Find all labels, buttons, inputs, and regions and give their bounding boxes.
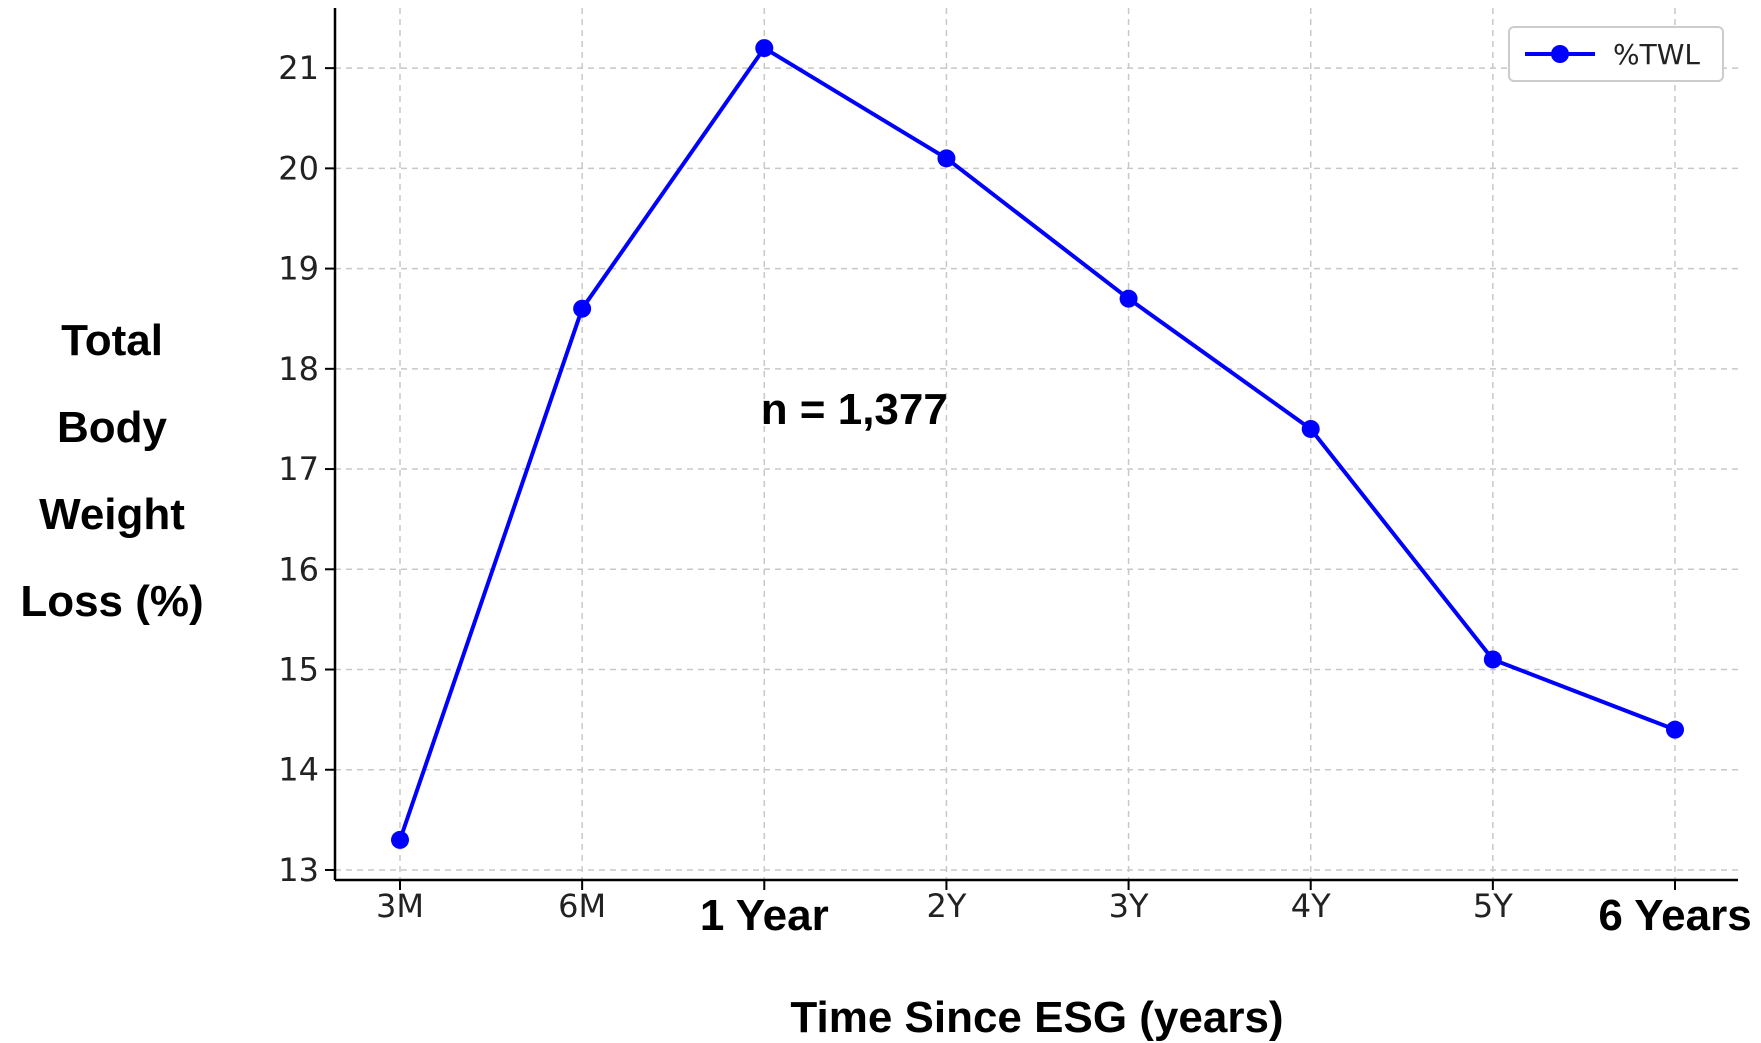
data-point (755, 39, 774, 58)
tick-labels: 13 14 15 16 17 18 19 20 21 3M 6M 1 Year 2Y 3Y 4Y 5Y 6 Ye… (278, 49, 1751, 940)
y-tick-label: 15 (278, 651, 319, 689)
x-tick-label: 3M (376, 887, 424, 925)
y-tick-label: 20 (278, 149, 319, 187)
y-tick-label: 13 (278, 851, 319, 889)
y-tick-label: 21 (278, 49, 319, 87)
data-point (1119, 289, 1138, 308)
y-axis-label-line: Loss (%) (20, 577, 203, 626)
x-tick-label: 3Y (1109, 887, 1149, 925)
data-point (573, 299, 592, 318)
legend-box (1508, 26, 1724, 82)
data-point (1483, 650, 1502, 669)
y-axis-label-line: Weight (39, 490, 185, 539)
data-point (1666, 720, 1684, 739)
series-line (398, 46, 1676, 841)
grid-lines (335, 8, 1738, 880)
y-axis-label-line: Total (61, 316, 163, 365)
x-tick-label: 6 Years (1598, 891, 1751, 940)
x-tick-label: 5Y (1473, 887, 1513, 925)
data-point (391, 830, 409, 849)
x-tick-label: 2Y (926, 887, 966, 925)
legend-marker-swatch (1551, 45, 1569, 63)
y-tick-label: 18 (278, 350, 319, 388)
x-tick-label: 1 Year (700, 891, 829, 940)
x-axis-label: Time Since ESG (years) (790, 993, 1283, 1042)
legend: %TWL (1508, 26, 1724, 82)
y-tick-label: 19 (278, 250, 319, 288)
data-point (937, 149, 956, 168)
sample-size-annotation: n = 1,377 (761, 385, 948, 434)
series-layer (391, 39, 1684, 849)
y-tick-label: 14 (278, 751, 319, 789)
x-tick-label: 4Y (1291, 887, 1331, 925)
y-axis-label-line: Body (57, 403, 168, 452)
axis-labels: n = 1,377 Time Since ESG (years) Total Body… (20, 316, 1283, 1042)
legend-label: %TWL (1613, 38, 1700, 71)
axes (333, 8, 1738, 882)
x-tick-label: 6M (558, 887, 606, 925)
y-tick-label: 17 (278, 450, 319, 488)
data-point (1301, 419, 1320, 438)
y-tick-label: 16 (278, 550, 319, 588)
